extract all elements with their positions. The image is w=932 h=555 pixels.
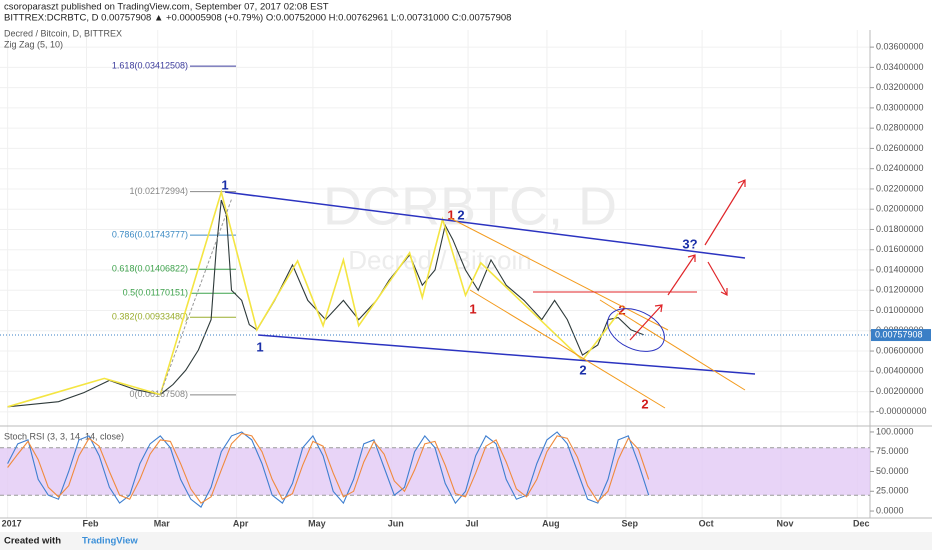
series-line <box>7 199 644 408</box>
drawings <box>159 179 756 409</box>
y-tick-label: 0.0000 <box>876 505 904 515</box>
y-tick-label: 0.03600000 <box>876 41 924 51</box>
series-line <box>7 189 619 408</box>
y-tick-label: -0.00000000 <box>876 406 927 416</box>
arrow <box>667 254 696 296</box>
x-tick-label: Mar <box>154 518 171 528</box>
wave-label: 2 <box>641 396 648 411</box>
arrow <box>629 304 663 341</box>
stoch-title: Stoch RSI (3, 3, 14, 14, close) <box>4 431 124 441</box>
x-tick-label: Jul <box>466 518 479 528</box>
last-price-box <box>871 329 931 342</box>
grid <box>0 30 870 518</box>
x-tick-label: Apr <box>233 518 249 528</box>
y-tick-label: 0.03400000 <box>876 62 924 72</box>
wave-label: 1 <box>221 177 228 192</box>
y-tick-label: 0.02200000 <box>876 183 924 193</box>
y-tick-label: 0.02000000 <box>876 204 924 214</box>
x-tick-label: Oct <box>699 518 714 528</box>
wave-label: 1 <box>256 339 263 354</box>
y-tick-label: 0.03000000 <box>876 102 924 112</box>
footer-bar <box>0 532 932 550</box>
y-tick-label: 25.0000 <box>876 486 909 496</box>
wave-label: 3? <box>682 236 697 251</box>
y-tick-label: 0.02600000 <box>876 143 924 153</box>
footer-brand: TradingView <box>82 536 138 547</box>
y-tick-label: 0.01600000 <box>876 244 924 254</box>
quote: BITTREX:DCRBTC, D 0.00757908 ▲ +0.000059… <box>4 13 511 24</box>
y-tick-label: 0.00200000 <box>876 386 924 396</box>
y-tick-label: 0.00400000 <box>876 366 924 376</box>
fib-label: 0.382(0.00933480) <box>112 312 188 322</box>
arrow <box>707 261 728 296</box>
wave-label: 2 <box>579 362 586 377</box>
y-tick-label: 0.01000000 <box>876 305 924 315</box>
arrows <box>629 179 746 341</box>
x-tick-label: Dec <box>853 518 870 528</box>
wave-label: 1 <box>447 207 454 222</box>
x-tick-label: Sep <box>622 518 639 528</box>
series-line <box>7 431 650 508</box>
y-tick-label: 100.0000 <box>876 426 914 436</box>
last-price-label: 0.00757908 <box>875 329 923 339</box>
indicator-title: Zig Zag (5, 10) <box>4 39 63 49</box>
fib-label: 0.618(0.01406822) <box>112 264 188 274</box>
wave-label: 1 <box>469 301 476 316</box>
series-title: Decred / Bitcoin, D, BITTREX <box>4 28 122 38</box>
stoch-band <box>0 447 870 496</box>
fib-label: 1.618(0.03412508) <box>112 60 188 70</box>
series-line <box>7 432 650 504</box>
y-tick-label: 75.0000 <box>876 446 909 456</box>
channel-line <box>449 217 669 331</box>
y-tick-label: 0.00600000 <box>876 345 924 355</box>
y-tick-label: 0.02800000 <box>876 123 924 133</box>
y-tick-label: 0.02400000 <box>876 163 924 173</box>
publisher: csoroparaszt published on TradingView.co… <box>4 2 329 13</box>
y-tick-label: 0.03200000 <box>876 82 924 92</box>
channel-line <box>469 289 666 409</box>
x-tick-label: 2017 <box>2 518 22 528</box>
x-tick-label: Jun <box>388 518 404 528</box>
y-tick-label: 0.01200000 <box>876 285 924 295</box>
y-tick-label: 0.01400000 <box>876 264 924 274</box>
x-tick-label: May <box>308 518 326 528</box>
highlight-ellipse <box>607 308 665 352</box>
watermark: DCRBTC, D <box>323 176 617 236</box>
x-tick-label: Feb <box>82 518 99 528</box>
trend-line <box>257 334 756 375</box>
y-tick-label: 0.01800000 <box>876 224 924 234</box>
wave-label: 2 <box>457 207 464 222</box>
fib-label: 0.786(0.01743777) <box>112 230 188 240</box>
wave-label: 2 <box>618 302 625 317</box>
footer-created: Created with <box>4 536 61 547</box>
x-tick-label: Aug <box>542 518 560 528</box>
channel-line <box>599 299 746 391</box>
fib-label: 0.5(0.01170151) <box>123 288 188 298</box>
x-tick-label: Nov <box>776 518 793 528</box>
y-tick-label: 50.0000 <box>876 466 909 476</box>
arrow <box>704 179 746 246</box>
trend-line <box>224 191 746 259</box>
fib-label: 1(0.02172994) <box>129 186 188 196</box>
